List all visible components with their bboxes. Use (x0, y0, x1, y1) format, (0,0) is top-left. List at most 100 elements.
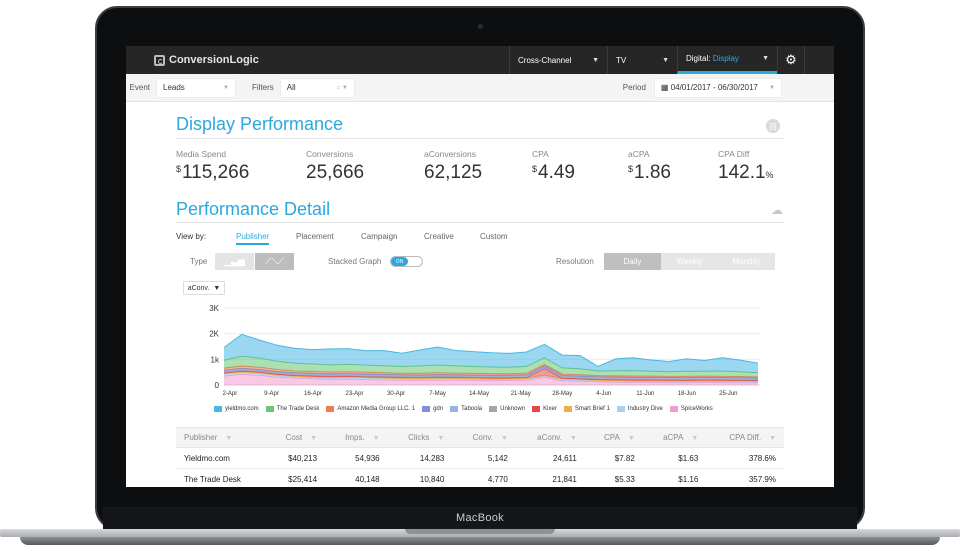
legend-swatch (214, 406, 222, 412)
chevron-down-icon: ▼ (762, 55, 769, 62)
chevron-down-icon: ▼ (213, 284, 221, 292)
column-header[interactable]: Conv. ▼ (452, 427, 516, 448)
event-select[interactable]: Leads ▼ (156, 77, 236, 98)
line-chart-icon: ⟋⟍⟋ (265, 256, 284, 266)
metric-value-media-spend: $115,266 (176, 162, 249, 184)
table-header-row: Publisher ▼ Cost ▼ Imps. ▼ Clicks ▼ Conv. ▼ aConv.… (176, 427, 784, 448)
resolution-monthly[interactable]: Monthly (718, 253, 775, 270)
nav-tv[interactable]: TV ▼ (607, 46, 677, 74)
column-header[interactable]: Publisher ▼ (176, 427, 267, 448)
legend-item[interactable]: SpiceWorks (669, 406, 713, 412)
tab-publisher[interactable]: Publisher (236, 232, 270, 245)
resolution-daily[interactable]: Daily (604, 253, 661, 270)
area-series[interactable] (224, 374, 758, 385)
column-header[interactable]: aConv. ▼ (515, 427, 585, 448)
download-cloud-icon[interactable]: ☁ (771, 203, 783, 217)
filter-icon[interactable]: ▼ (225, 435, 233, 442)
metric-prefix: $ (176, 164, 182, 174)
filter-icon[interactable]: ▼ (437, 435, 445, 442)
legend-item[interactable]: Unknown (489, 406, 525, 412)
nav-cross-channel[interactable]: Cross-Channel ▼ (509, 46, 607, 74)
tab-creative[interactable]: Creative (424, 232, 454, 241)
top-nav-bar: ConversionLogic Cross-Channel ▼ TV ▼ Dig… (126, 46, 834, 74)
table-row[interactable]: Yieldmo.com $40,213 54,936 14,283 5,142 24,61… (176, 447, 784, 469)
legend-item[interactable]: Smart Brief 1 (563, 406, 610, 412)
column-header-label: aConv. (537, 433, 562, 442)
area-series[interactable] (224, 356, 758, 377)
column-header[interactable]: Cost ▼ (266, 427, 326, 448)
type-label: Type (190, 257, 208, 266)
tab-campaign[interactable]: Campaign (361, 232, 398, 241)
filter-icon[interactable]: ▼ (372, 435, 380, 442)
bar-chart-icon: ▁▃▅ (224, 256, 245, 266)
metric-value-cpa-diff: 142.1% (718, 162, 774, 184)
column-header[interactable]: aCPA ▼ (642, 427, 707, 448)
table-cell: 10,840 (387, 468, 453, 487)
tab-placement[interactable]: Placement (296, 232, 334, 241)
filter-icon[interactable]: ▼ (310, 435, 318, 442)
type-line-button[interactable]: ⟋⟍⟋ (255, 253, 294, 270)
stacked-graph-toggle[interactable]: ON (390, 256, 423, 267)
legend-swatch (563, 406, 572, 412)
table-cell: 40,148 (325, 468, 388, 487)
legend-item[interactable]: Taboola (450, 406, 482, 412)
link-icon[interactable]: ⛓ (766, 119, 780, 133)
logo-icon (154, 54, 165, 66)
filter-icon[interactable]: ▼ (627, 435, 635, 442)
filter-icon[interactable]: ▼ (500, 435, 508, 442)
x-tick-label: 14-May (469, 391, 489, 397)
x-tick-label: 21-May (511, 391, 531, 397)
metric-number: 142.1 (718, 162, 766, 183)
legend-item[interactable]: gdn (422, 406, 443, 412)
metric-label-cpa-diff: CPA Diff (718, 149, 750, 159)
app-logo[interactable]: ConversionLogic (126, 54, 509, 66)
legend-item[interactable]: The Trade Desk (265, 406, 320, 412)
legend-label: Taboola (461, 406, 483, 412)
legend-item[interactable]: Amazon Media Group LLC. 1 (326, 406, 415, 412)
y-tick-label: 3K (209, 304, 219, 313)
x-tick-label: 16-Apr (304, 391, 322, 397)
y-tick-label: 0 (215, 381, 220, 390)
legend-item[interactable]: Industry Dive (616, 406, 663, 412)
detail-divider (176, 222, 784, 223)
tab-custom[interactable]: Custom (480, 232, 508, 241)
type-bar-button[interactable]: ▁▃▅ (215, 253, 254, 270)
resolution-weekly[interactable]: Weekly (661, 253, 718, 270)
period-value: 04/01/2017 - 06/30/2017 (670, 83, 758, 92)
legend-item[interactable]: yieldmo.com (214, 406, 259, 412)
metric-label-media-spend: Media Spend (176, 149, 227, 159)
filter-icon[interactable]: ▼ (769, 435, 776, 442)
x-tick-label: 28-May (552, 391, 572, 397)
nav-digital[interactable]: Digital: Display ▼ (677, 46, 777, 74)
filters-select[interactable]: All ⌂ ▼ (279, 77, 355, 98)
column-header-label: CPA (604, 433, 620, 442)
chevron-down-icon: ▼ (223, 84, 229, 91)
metric-prefix: $ (532, 164, 538, 174)
column-header[interactable]: CPA Diff. ▼ (706, 427, 784, 448)
filter-icon[interactable]: ▼ (691, 435, 699, 442)
column-header[interactable]: Clicks ▼ (387, 427, 453, 448)
legend-label: The Trade Desk (276, 406, 320, 412)
period-select[interactable]: ▦ 04/01/2017 - 06/30/2017 ▼ (653, 77, 782, 98)
nav-digital-label: Digital: Display (686, 54, 739, 63)
table-cell: $25,414 (266, 468, 326, 487)
metric-suffix: % (765, 170, 774, 180)
chevron-down-icon: ▼ (592, 56, 599, 64)
legend-item[interactable]: Kixer (532, 406, 557, 412)
metric-label-acpa: aCPA (628, 149, 650, 159)
metric-value-aconversions: 62,125 (424, 162, 483, 183)
table-row[interactable]: The Trade Desk $25,414 40,148 10,840 4,770 21… (176, 468, 784, 487)
area-series[interactable] (224, 334, 758, 373)
area-series[interactable] (224, 368, 758, 382)
stacked-graph-label: Stacked Graph (328, 257, 382, 266)
table-cell: $40,213 (266, 447, 326, 469)
legend-swatch (669, 406, 678, 412)
column-header[interactable]: Imps. ▼ (325, 427, 388, 448)
x-tick-label: 11-Jun (636, 391, 654, 397)
settings-button[interactable]: ⚙ (777, 46, 805, 74)
performance-area-chart: 0 1k 2K 3K 2-Apr 9-Apr 16-Apr 23-Apr 30-Apr 7-May… (209, 304, 760, 397)
column-header[interactable]: CPA ▼ (584, 427, 643, 448)
filter-icon[interactable]: ▼ (569, 435, 577, 442)
chart-metric-select[interactable]: aConv. ▼ (183, 281, 225, 295)
